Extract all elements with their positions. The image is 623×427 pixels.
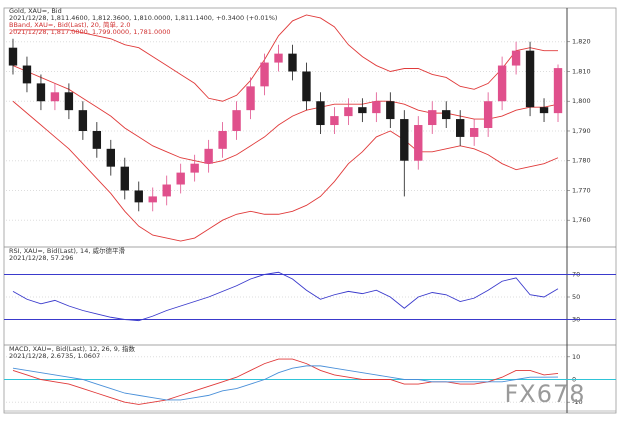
candle-body: [176, 172, 185, 185]
candle-body: [414, 125, 423, 161]
candle-body: [483, 101, 493, 128]
candle-body: [358, 107, 367, 114]
y-tick-label: 1,770: [572, 186, 591, 194]
candle-body: [78, 110, 88, 131]
candle-body: [497, 65, 507, 102]
candle-body: [162, 184, 171, 197]
candle-body: [330, 116, 339, 126]
candle-body: [386, 101, 395, 120]
candle-body: [36, 83, 46, 102]
candle-body: [274, 53, 283, 63]
y-tick-label: 1,800: [572, 97, 591, 105]
candle-body: [553, 68, 563, 114]
panel-subtitle: 2021/12/28, 57.296: [9, 254, 73, 262]
candle-body: [260, 62, 269, 87]
series-line: [12, 14, 559, 102]
y-tick-label: -10: [572, 398, 583, 406]
y-tick-label: 1,780: [572, 157, 591, 165]
y-tick-label: 1,810: [572, 67, 591, 75]
series-line: [12, 65, 559, 165]
y-tick-label: 1,760: [572, 216, 591, 224]
series-line: [12, 358, 559, 405]
panel-title: RSI, XAU=, Bid(Last), 14, 威尔德平滑: [9, 246, 125, 255]
candle-body: [8, 47, 18, 66]
candle-body: [428, 110, 437, 126]
candle-body: [469, 128, 479, 137]
candle-body: [525, 50, 535, 108]
series-line: [12, 271, 559, 322]
watermark: FX678: [504, 380, 585, 408]
series-line: [12, 100, 559, 242]
y-tick-label: 1,820: [572, 38, 591, 46]
panel-title: Gold, XAU=, Bid: [9, 7, 62, 15]
candle-body: [316, 101, 325, 126]
candle-body: [302, 71, 311, 102]
candle-body: [50, 92, 60, 102]
candle-body: [106, 148, 116, 167]
candle-body: [64, 92, 74, 111]
candle-body: [22, 65, 32, 84]
panel-annotation: 2021/12/28, 1,817.0000, 1,799.0000, 1,78…: [9, 28, 171, 36]
candle-body: [218, 130, 227, 149]
candle-body: [190, 163, 199, 173]
candle-body: [455, 119, 465, 137]
candle-body: [442, 110, 451, 120]
frame: [3, 7, 617, 414]
panel-subtitle: 2021/12/28, 1,811.4600, 1,812.3600, 1,81…: [9, 14, 277, 22]
panel-annotation: BBand, XAU=, Bid(Last), 20, 简单, 2.0: [9, 20, 131, 29]
series-line: [12, 365, 559, 401]
candle-body: [148, 196, 157, 203]
candle-body: [288, 53, 297, 72]
candle-body: [372, 101, 381, 114]
y-tick-label: 10: [572, 353, 580, 361]
candle-body: [134, 190, 143, 203]
y-tick-label: 1,790: [572, 127, 591, 135]
candle-body: [511, 50, 521, 66]
candle-body: [232, 110, 241, 131]
y-tick-label: 50: [572, 293, 580, 301]
candle-body: [400, 119, 409, 161]
candle-body: [344, 107, 353, 117]
candle-body: [120, 166, 129, 191]
panel-title: MACD, XAU=, Bid(Last), 12, 26, 9, 指数: [9, 344, 136, 353]
panel-subtitle: 2021/12/28, 2.6735, 1.0607: [9, 352, 100, 360]
candle-body: [539, 107, 549, 114]
candle-body: [204, 148, 213, 164]
candle-body: [92, 130, 102, 149]
candle-body: [246, 86, 255, 111]
